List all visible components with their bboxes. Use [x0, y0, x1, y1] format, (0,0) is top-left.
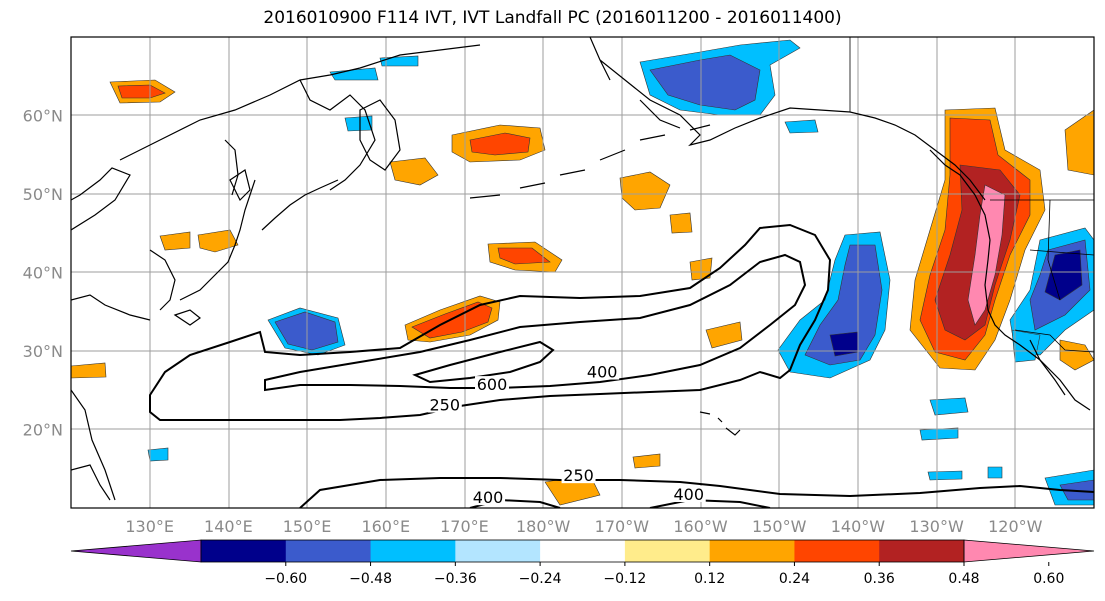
- negative-anomaly-small6: [928, 471, 962, 480]
- lat-tick-label: 30°N: [23, 342, 63, 361]
- negative-anomaly-small5: [920, 428, 958, 440]
- lon-tick-label: 170°E: [440, 517, 489, 536]
- lon-tick-label: 160°W: [673, 517, 728, 536]
- negative-anomaly-small9: [148, 448, 168, 461]
- colorbar-tick-label: −0.60: [264, 571, 307, 587]
- lon-tick-label: 180°W: [516, 517, 571, 536]
- contour-label: 250: [563, 466, 594, 485]
- contour-label: 250: [430, 396, 461, 415]
- lon-tick-label: 170°W: [595, 517, 650, 536]
- contour-label: 400: [673, 485, 704, 504]
- lat-tick-label: 60°N: [23, 107, 63, 126]
- colorbar-tick-label: −0.48: [349, 571, 392, 587]
- colorbar-tick-label: 0.48: [948, 571, 979, 587]
- colorbar-tick-label: 0.36: [864, 571, 895, 587]
- lon-tick-label: 130°E: [125, 517, 174, 536]
- colorbar-segment: [286, 540, 371, 562]
- colorbar-extend-low: [71, 540, 201, 562]
- negative-anomaly-140w-core: [830, 332, 858, 356]
- negative-anomaly-small11: [988, 467, 1002, 478]
- colorbar-tick-label: 0.12: [694, 571, 725, 587]
- lon-tick-label: 120°W: [988, 517, 1043, 536]
- positive-anomaly-120e: [71, 363, 106, 378]
- lon-tick-label: 130°W: [909, 517, 964, 536]
- contour-label: 600: [477, 375, 508, 394]
- colorbar-tick-label: −0.36: [434, 571, 477, 587]
- positive-anomaly-160w-small2: [670, 213, 692, 233]
- colorbar-extend-high: [964, 540, 1094, 562]
- colorbar: −0.60 −0.48 −0.36 −0.24 −0.12 0.12 0.24 0.36 0.4…: [71, 540, 1094, 587]
- colorbar-tick-label: 0.60: [1033, 571, 1064, 587]
- lat-tick-label: 50°N: [23, 185, 63, 204]
- colorbar-tick-label: −0.12: [603, 571, 646, 587]
- colorbar-tick-label: 0.24: [779, 571, 810, 587]
- lon-tick-label: 160°E: [361, 517, 410, 536]
- colorbar-segment: [540, 540, 625, 562]
- map-area: 250 600 400 250 400 400: [71, 37, 1094, 508]
- contour-label: 400: [473, 488, 504, 507]
- colorbar-segment: [879, 540, 964, 562]
- colorbar-segment: [794, 540, 879, 562]
- colorbar-segment: [625, 540, 710, 562]
- lon-tick-label: 150°W: [752, 517, 807, 536]
- colorbar-segment: [710, 540, 795, 562]
- lon-tick-label: 150°E: [283, 517, 332, 536]
- negative-anomaly-small3: [785, 120, 818, 133]
- lon-tick-label: 140°E: [204, 517, 253, 536]
- colorbar-segment: [455, 540, 540, 562]
- lat-tick-labels: 20°N 30°N 40°N 50°N 60°N: [23, 107, 63, 440]
- lat-tick-label: 20°N: [23, 421, 63, 440]
- colorbar-segment: [371, 540, 456, 562]
- lat-tick-label: 40°N: [23, 264, 63, 283]
- negative-anomaly-small4: [930, 398, 968, 415]
- colorbar-segment: [201, 540, 286, 562]
- colorbar-tick-label: −0.24: [519, 571, 562, 587]
- lon-tick-label: 140°W: [831, 517, 886, 536]
- lon-tick-labels: 130°E 140°E 150°E 160°E 170°E 180°W 170°W 160°W…: [125, 517, 1042, 536]
- contour-label: 400: [587, 363, 618, 382]
